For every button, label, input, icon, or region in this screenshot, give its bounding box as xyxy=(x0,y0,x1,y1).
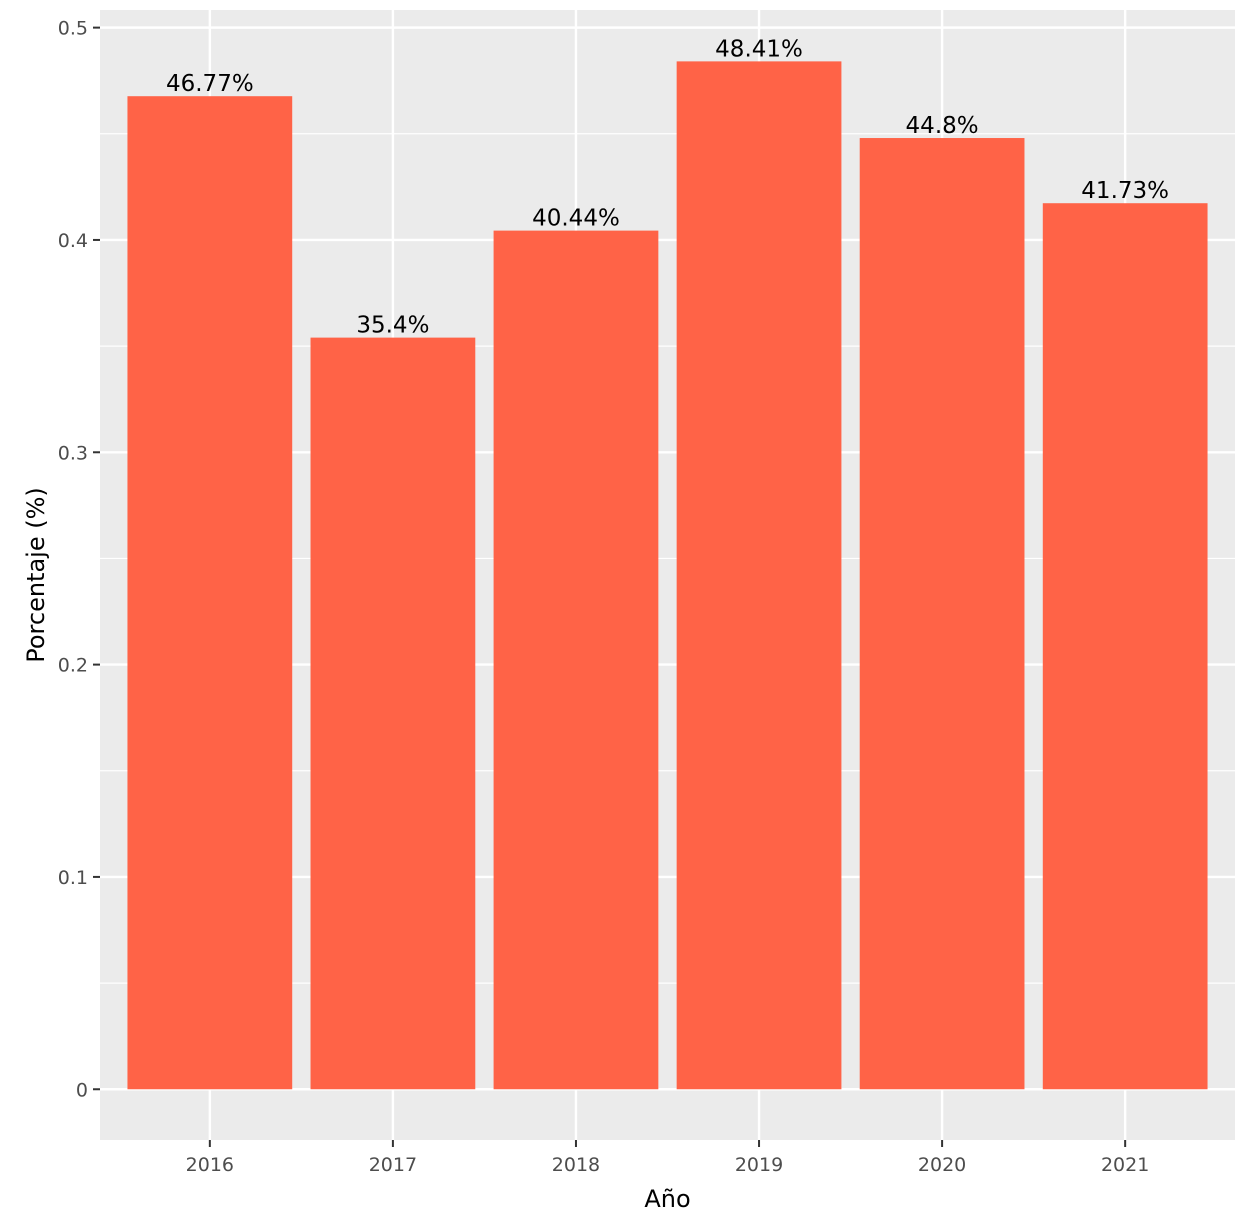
data-label-2019: 48.41% xyxy=(715,36,803,62)
x-tick-label-2017: 2017 xyxy=(369,1154,417,1176)
x-tick-label-2020: 2020 xyxy=(918,1154,966,1176)
bar-2020 xyxy=(859,138,1025,1090)
data-labels: 46.77% 35.4% 40.44% 48.41% 44.8% 41.73% xyxy=(166,36,1169,338)
y-tick-label: 0.3 xyxy=(58,442,88,464)
y-tick-label: 0 xyxy=(76,1079,88,1101)
x-tick-label-2021: 2021 xyxy=(1101,1154,1149,1176)
bar-2017 xyxy=(310,337,476,1090)
bars xyxy=(127,61,1208,1090)
data-label-2021: 41.73% xyxy=(1081,178,1169,204)
data-label-2018: 40.44% xyxy=(532,206,620,232)
y-axis-title: Porcentaje (%) xyxy=(22,487,50,663)
data-label-2017: 35.4% xyxy=(356,313,429,339)
bar-2018 xyxy=(493,230,659,1090)
x-tick-label-2018: 2018 xyxy=(552,1154,600,1176)
y-tick-label: 0.1 xyxy=(58,867,88,889)
x-tick-label-2016: 2016 xyxy=(186,1154,234,1176)
bar-2021 xyxy=(1042,203,1208,1090)
y-tick-label: 0.2 xyxy=(58,655,88,677)
y-tick-label: 0.4 xyxy=(58,230,88,252)
bar-2016 xyxy=(127,96,293,1090)
data-label-2020: 44.8% xyxy=(906,113,979,139)
x-tick-label-2019: 2019 xyxy=(735,1154,783,1176)
y-tick-label: 0.5 xyxy=(58,18,88,40)
y-axis: 0 0.1 0.2 0.3 0.4 0.5 xyxy=(58,18,100,1101)
data-label-2016: 46.77% xyxy=(166,71,254,97)
x-axis: 2016 2017 2018 2019 2020 2021 xyxy=(186,1140,1149,1176)
bar-2019 xyxy=(676,61,842,1090)
x-axis-title: Año xyxy=(644,1185,690,1213)
